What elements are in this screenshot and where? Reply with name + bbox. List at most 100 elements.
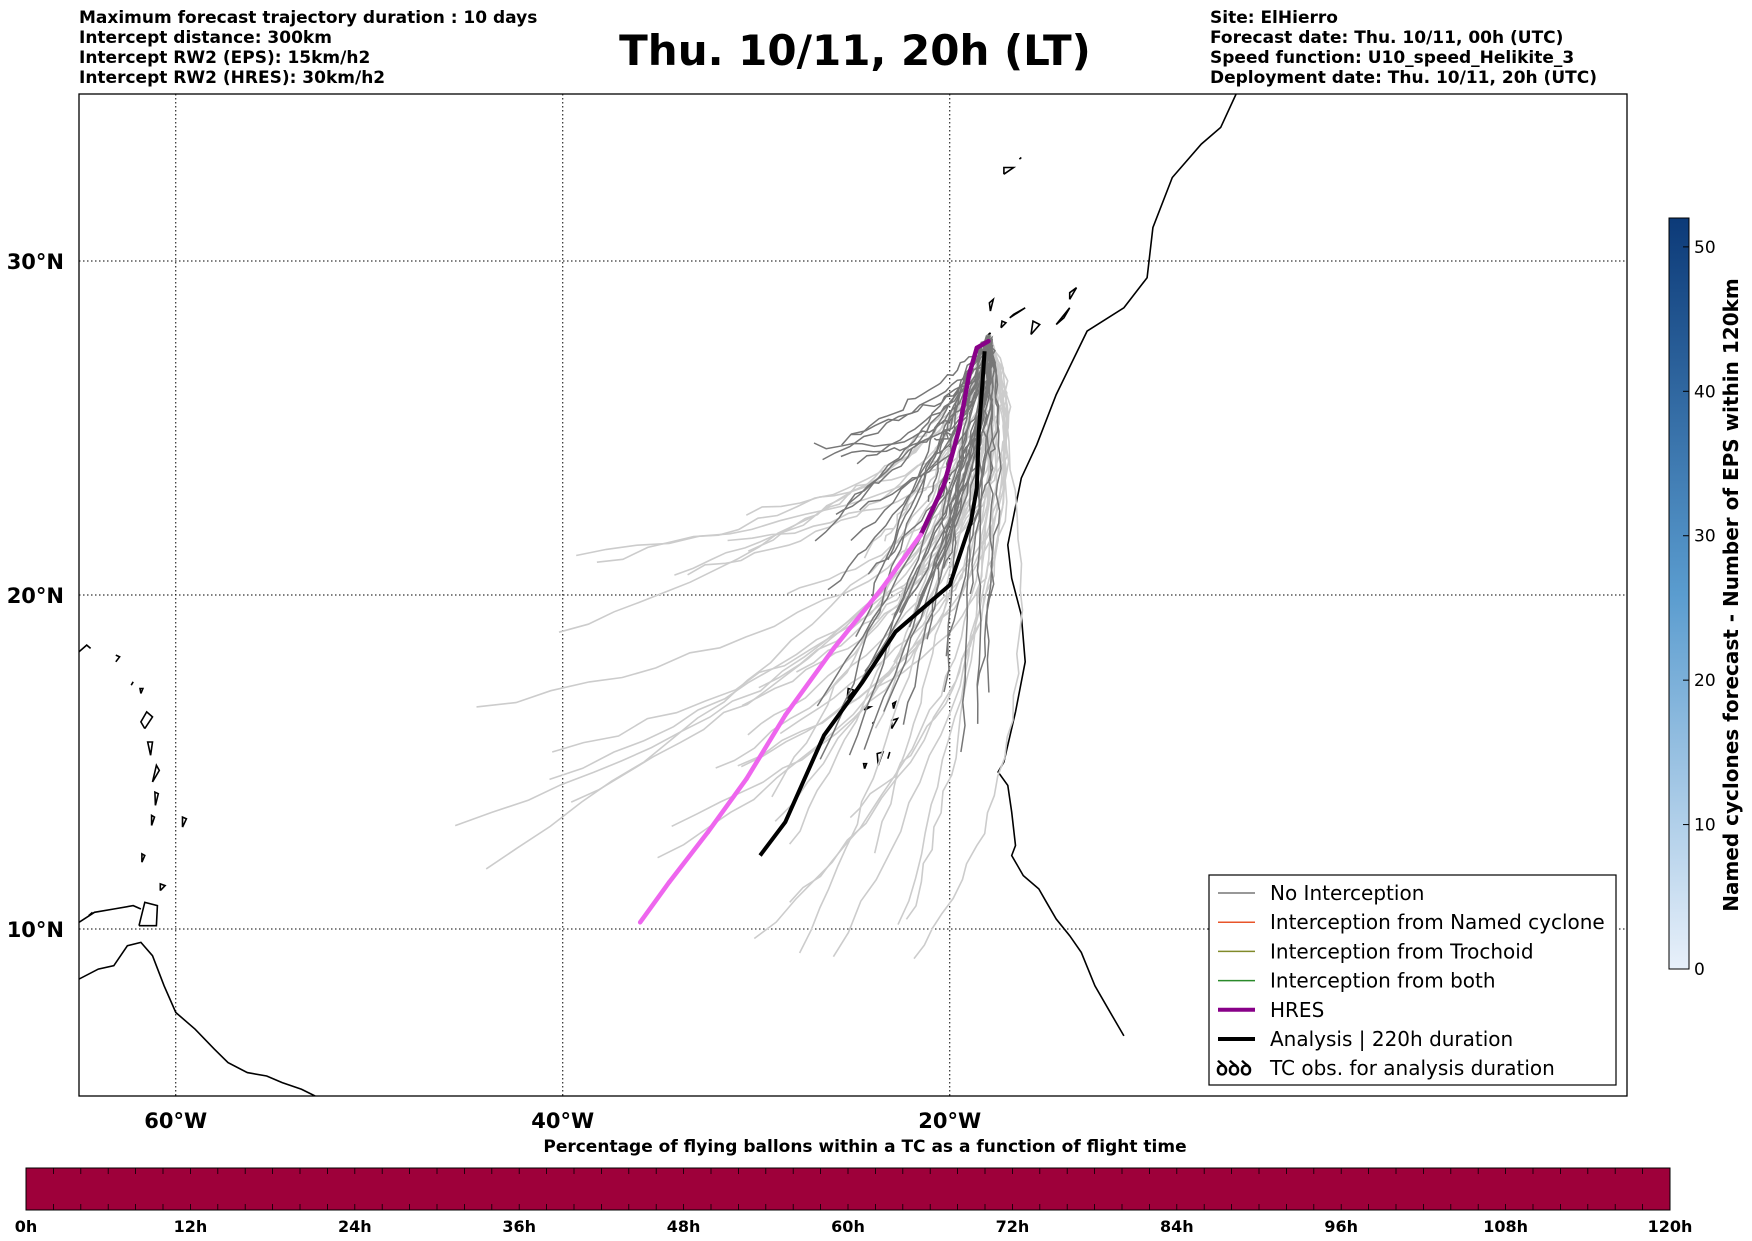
colorbar-tick-label: 10: [1694, 816, 1716, 836]
coastline: [891, 700, 897, 709]
coastline: [988, 297, 995, 312]
coastline: [862, 762, 868, 769]
coastline: [151, 763, 161, 783]
colorbar-bottom-tick-label: 48h: [667, 1217, 701, 1236]
info-line: Speed function: U10_speed_Helikite_3: [1210, 48, 1575, 68]
coastline: [159, 882, 167, 892]
colorbar-bottom-tick-label: 12h: [174, 1217, 208, 1236]
hres-track-segment: [705, 776, 749, 835]
colorbar-bottom-tick-label: 0h: [15, 1217, 38, 1236]
coastline: [997, 94, 1237, 1037]
colorbar-right-label: Named cyclones forecast - Number of EPS …: [1719, 278, 1743, 912]
coastline: [150, 814, 156, 826]
coastline: [890, 717, 900, 730]
legend-label: No Interception: [1270, 881, 1424, 905]
colorbar-bottom-segments: [53, 1168, 1643, 1210]
info-line: Forecast date: Thu. 10/11, 00h (UTC): [1210, 28, 1564, 48]
info-line: Intercept RW2 (EPS): 15km/h2: [79, 48, 371, 68]
colorbar-bottom-tick-label: 72h: [996, 1217, 1030, 1236]
info-line: Maximum forecast trajectory duration : 1…: [79, 8, 538, 28]
legend-symbol-icon: ꝺꝺꝺ: [1216, 1056, 1252, 1080]
far-trajectory: [878, 335, 1007, 687]
legend-label: TC obs. for analysis duration: [1269, 1056, 1555, 1080]
colorbar-bottom-tick-label: 96h: [1324, 1217, 1358, 1236]
lat-tick-label: 10°N: [7, 918, 64, 942]
hres-track-segment: [879, 532, 923, 591]
info-line: Site: ElHierro: [1210, 8, 1338, 28]
coastline: [79, 644, 92, 653]
coastline: [139, 687, 145, 694]
coastline: [146, 741, 154, 756]
legend-box: [1208, 874, 1617, 1086]
lon-tick-label: 60°W: [144, 1109, 207, 1133]
info-line: Intercept distance: 300km: [79, 28, 332, 48]
coastline: [138, 901, 159, 927]
coastline: [1055, 307, 1071, 326]
coastline: [88, 911, 94, 917]
colorbar-bottom-tick-label: 60h: [831, 1217, 865, 1236]
legend: No Interception Interception from Named c…: [1208, 874, 1617, 1086]
colorbar-bottom-tick-label: 108h: [1483, 1217, 1528, 1236]
hres-track-segment: [957, 372, 972, 431]
hres-track-segment: [783, 646, 836, 718]
coastlines: [79, 94, 1237, 1096]
legend-label: Interception from Trochoid: [1270, 939, 1534, 963]
hres-track-segment: [918, 482, 947, 538]
colorbar-tick-label: 30: [1694, 527, 1716, 547]
longitude-labels: 60°W 40°W 20°W: [144, 1109, 981, 1133]
coastline: [1068, 287, 1078, 300]
colorbar-tick-label: 50: [1694, 238, 1716, 258]
analysis-track: [758, 351, 987, 857]
eps-trajectory: [976, 336, 1002, 688]
hres-track-segment: [637, 879, 672, 925]
colorbar-bottom-title: Percentage of flying ballons within a TC…: [543, 1137, 1186, 1157]
map-frame: [78, 93, 1628, 1097]
colorbar-tick-label: 20: [1694, 671, 1716, 691]
eps-trajectory: [867, 334, 991, 575]
eps-trajectory: [855, 335, 988, 638]
colorbar-bottom-tick-label: 36h: [502, 1217, 536, 1236]
coastline: [139, 710, 154, 730]
hres-track-segment: [666, 829, 711, 885]
info-line: Deployment date: Thu. 10/11, 20h (UTC): [1210, 68, 1597, 88]
coastline: [130, 681, 134, 686]
info-line: Intercept RW2 (HRES): 30km/h2: [79, 68, 386, 88]
coastline: [79, 941, 316, 1096]
coastline: [115, 654, 121, 663]
legend-label: Interception from Named cyclone: [1270, 910, 1605, 934]
far-trajectory: [928, 337, 1009, 567]
colorbar-tick-label: 40: [1694, 382, 1716, 402]
legend-label: HRES: [1270, 998, 1324, 1022]
hres-track-segment: [941, 425, 962, 488]
colorbar-right: 0 10 20 30 40 50 Named cyclones forecast - Nu…: [1668, 217, 1743, 980]
coastline: [1030, 319, 1041, 336]
colorbar-right-gradient: [1668, 217, 1690, 970]
lon-tick-label: 40°W: [531, 1109, 594, 1133]
colorbar-bottom: Percentage of flying ballons within a TC…: [15, 1137, 1693, 1236]
main-tracks: [637, 338, 991, 925]
far-trajectory: [576, 335, 1007, 557]
page-title: Thu. 10/11, 20h (LT): [619, 26, 1091, 75]
colorbar-bottom-fill: [25, 1167, 1671, 1211]
coastline: [154, 790, 160, 806]
eps-trajectory: [814, 335, 991, 542]
info-left: Maximum forecast trajectory duration : 1…: [79, 8, 537, 88]
coastline: [141, 852, 146, 863]
lat-tick-label: 20°N: [7, 584, 64, 608]
hres-track-segment: [966, 345, 980, 377]
info-right: Site: ElHierro Forecast date: Thu. 10/11…: [1210, 8, 1597, 88]
lon-tick-label: 20°W: [918, 1109, 981, 1133]
coastline: [1009, 307, 1026, 319]
far-trajectory: [913, 335, 1024, 960]
colorbar-bottom-tick-label: 120h: [1648, 1217, 1693, 1236]
latitude-labels: 30°N 20°N 10°N: [7, 250, 64, 942]
legend-label: Interception from both: [1270, 969, 1496, 993]
eps-trajectory: [945, 335, 993, 657]
coastline: [1003, 166, 1017, 175]
eps-trajectory: [819, 340, 995, 760]
legend-label: Analysis | 220h duration: [1270, 1027, 1513, 1051]
eps-trajectory: [969, 337, 991, 595]
coastline: [1000, 319, 1008, 329]
colorbar-tick-label: 0: [1694, 960, 1705, 980]
